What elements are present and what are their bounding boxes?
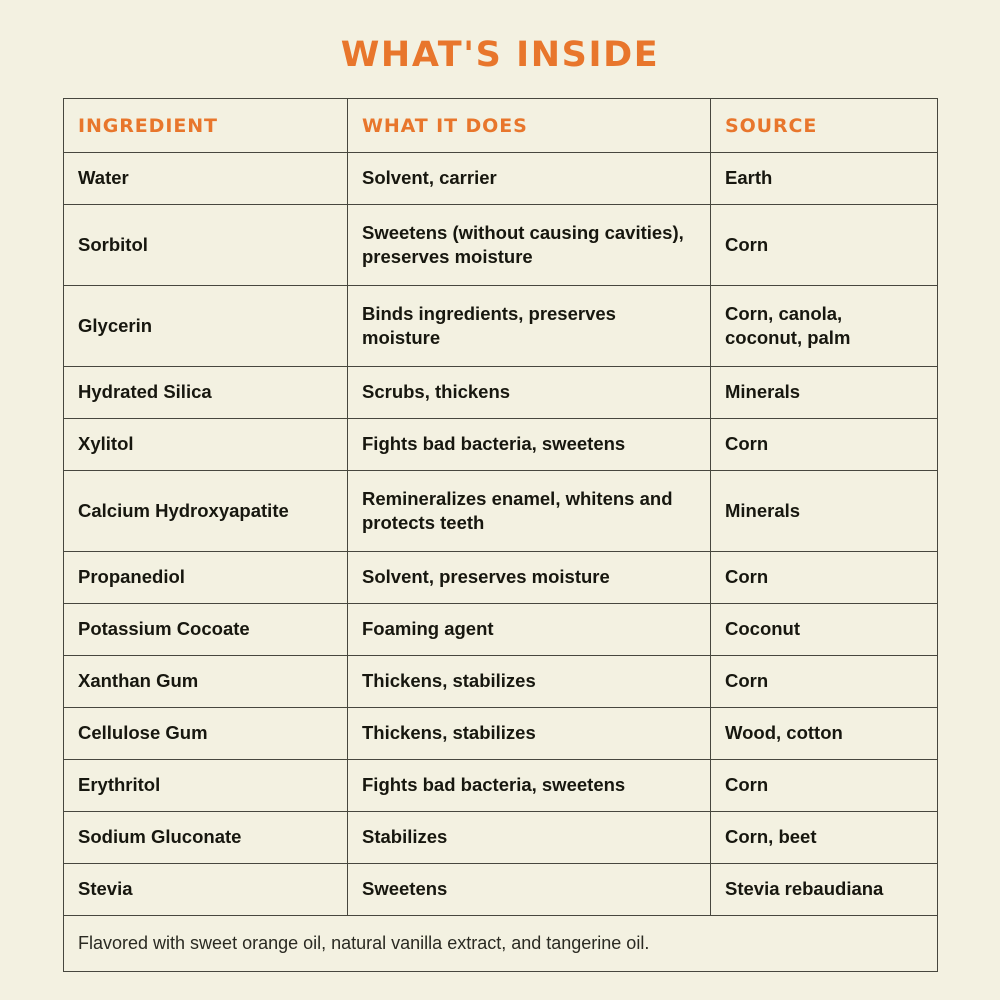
cell-what_it_does: Thickens, stabilizes — [347, 707, 711, 760]
cell-source: Earth — [710, 152, 938, 205]
cell-source: Corn — [710, 759, 938, 812]
table-header: INGREDIENT WHAT IT DOES SOURCE — [63, 98, 938, 153]
table-row: Xylitol Fights bad bacteria, sweetens Corn — [63, 418, 938, 471]
cell-ingredient: Xylitol — [63, 418, 348, 471]
cell-ingredient: Erythritol — [63, 759, 348, 812]
cell-what_it_does: Stabilizes — [347, 811, 711, 864]
cell-ingredient: Stevia — [63, 863, 348, 916]
table-body: Water Solvent, carrier Earth Sorbitol Sweete… — [63, 152, 938, 916]
table-row: Propanediol Solvent, preserves moisture Co… — [63, 551, 938, 604]
cell-source: Corn — [710, 418, 938, 471]
table-header-row: INGREDIENT WHAT IT DOES SOURCE — [63, 98, 938, 153]
cell-ingredient: Cellulose Gum — [63, 707, 348, 760]
cell-what_it_does: Solvent, carrier — [347, 152, 711, 205]
cell-what_it_does: Sweetens — [347, 863, 711, 916]
ingredients-table: INGREDIENT WHAT IT DOES SOURCE Water Solv… — [63, 98, 938, 972]
cell-what_it_does: Fights bad bacteria, sweetens — [347, 418, 711, 471]
cell-ingredient: Xanthan Gum — [63, 655, 348, 708]
table-row: Potassium Cocoate Foaming agent Coconut — [63, 603, 938, 656]
cell-source: Wood, cotton — [710, 707, 938, 760]
cell-ingredient: Sorbitol — [63, 204, 348, 286]
flavor-note: Flavored with sweet orange oil, natural … — [63, 915, 938, 972]
ingredients-table-container: INGREDIENT WHAT IT DOES SOURCE Water Solv… — [63, 98, 938, 972]
column-header-what-it-does: WHAT IT DOES — [347, 98, 711, 153]
table-footer-row: Flavored with sweet orange oil, natural … — [63, 915, 938, 972]
cell-what_it_does: Binds ingredients, preserves moisture — [347, 285, 711, 367]
table-row: Cellulose Gum Thickens, stabilizes Wood, c… — [63, 707, 938, 760]
cell-ingredient: Glycerin — [63, 285, 348, 367]
cell-source: Minerals — [710, 470, 938, 552]
table-row: Stevia Sweetens Stevia rebaudiana — [63, 863, 938, 916]
table-row: Glycerin Binds ingredients, preserves moi… — [63, 285, 938, 367]
cell-ingredient: Potassium Cocoate — [63, 603, 348, 656]
table-row: Water Solvent, carrier Earth — [63, 152, 938, 205]
table-footer: Flavored with sweet orange oil, natural … — [63, 915, 938, 972]
cell-ingredient: Propanediol — [63, 551, 348, 604]
cell-ingredient: Water — [63, 152, 348, 205]
page-title: WHAT'S INSIDE — [340, 35, 660, 75]
cell-source: Corn, beet — [710, 811, 938, 864]
cell-ingredient: Sodium Gluconate — [63, 811, 348, 864]
cell-what_it_does: Remineralizes enamel, whitens and protec… — [347, 470, 711, 552]
column-header-ingredient: INGREDIENT — [63, 98, 348, 153]
cell-ingredient: Hydrated Silica — [63, 366, 348, 419]
cell-what_it_does: Fights bad bacteria, sweetens — [347, 759, 711, 812]
cell-what_it_does: Solvent, preserves moisture — [347, 551, 711, 604]
cell-source: Coconut — [710, 603, 938, 656]
cell-what_it_does: Scrubs, thickens — [347, 366, 711, 419]
table-row: Sorbitol Sweetens (without causing caviti… — [63, 204, 938, 286]
cell-source: Minerals — [710, 366, 938, 419]
table-row: Xanthan Gum Thickens, stabilizes Corn — [63, 655, 938, 708]
table-row: Hydrated Silica Scrubs, thickens Minerals — [63, 366, 938, 419]
cell-source: Corn — [710, 204, 938, 286]
cell-source: Corn — [710, 551, 938, 604]
table-row: Sodium Gluconate Stabilizes Corn, beet — [63, 811, 938, 864]
cell-what_it_does: Sweetens (without causing cavities), pre… — [347, 204, 711, 286]
cell-what_it_does: Foaming agent — [347, 603, 711, 656]
cell-source: Corn, canola, coconut, palm — [710, 285, 938, 367]
table-row: Calcium Hydroxyapatite Remineralizes enam… — [63, 470, 938, 552]
table-row: Erythritol Fights bad bacteria, sweetens C… — [63, 759, 938, 812]
cell-what_it_does: Thickens, stabilizes — [347, 655, 711, 708]
column-header-source: SOURCE — [710, 98, 938, 153]
cell-source: Stevia rebaudiana — [710, 863, 938, 916]
cell-source: Corn — [710, 655, 938, 708]
cell-ingredient: Calcium Hydroxyapatite — [63, 470, 348, 552]
